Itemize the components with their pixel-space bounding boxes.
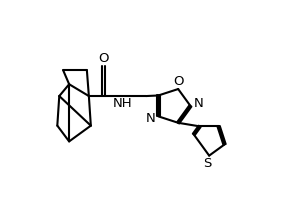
Text: NH: NH	[112, 97, 132, 110]
Text: O: O	[173, 75, 183, 88]
Text: N: N	[146, 112, 155, 125]
Text: N: N	[194, 97, 203, 110]
Text: O: O	[98, 52, 109, 65]
Text: S: S	[203, 157, 212, 170]
